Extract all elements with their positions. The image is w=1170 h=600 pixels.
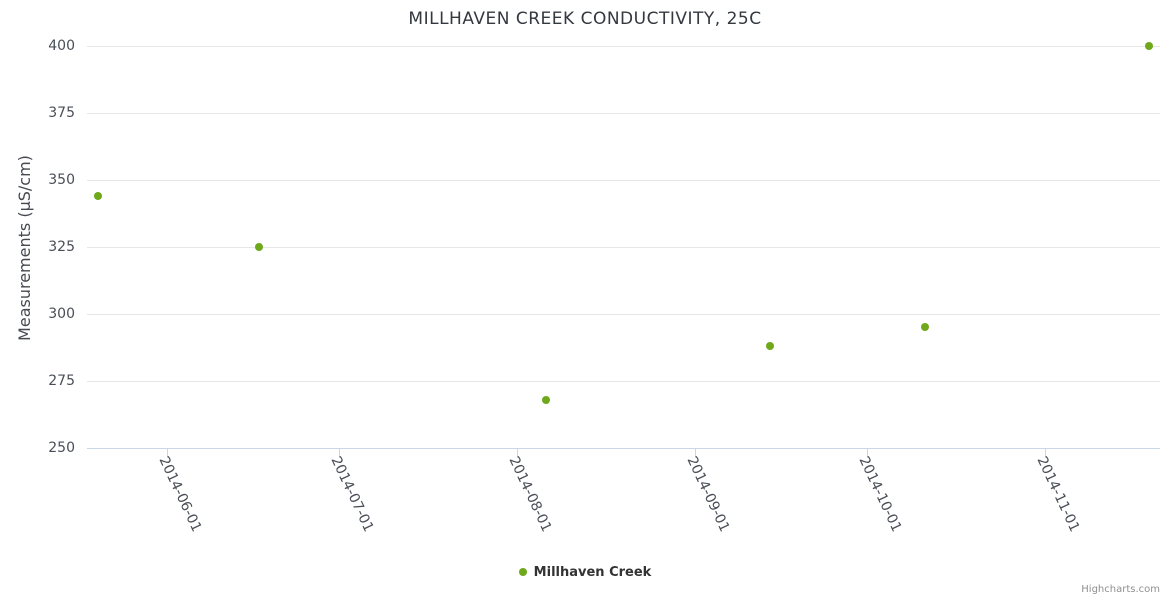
legend-marker-icon [518,568,527,576]
plot-area [87,46,1160,449]
y-axis-label: 300 [48,306,75,322]
x-axis-label: 2014-11-01 [1033,454,1083,535]
data-point[interactable] [255,243,264,251]
gridline [87,46,1160,47]
x-axis-tick [866,448,868,458]
x-axis-label: 2014-08-01 [505,454,555,535]
data-point[interactable] [1144,42,1153,50]
gridline [87,113,1160,114]
x-axis-label: 2014-06-01 [155,454,205,535]
y-axis-label: 400 [48,38,75,54]
x-axis-tick [516,448,518,458]
x-axis-tick [338,448,340,458]
x-axis-label: 2014-07-01 [327,454,377,535]
y-axis-label: 375 [48,105,75,121]
y-axis-label: 350 [48,172,75,188]
y-axis-label: 275 [48,373,75,389]
gridline [87,314,1160,315]
data-point[interactable] [765,342,774,351]
legend-item[interactable]: Millhaven Creek [0,563,1170,581]
data-point[interactable] [920,323,929,332]
gridline [87,180,1160,181]
x-axis-tick [694,448,696,458]
legend-label: Millhaven Creek [533,564,652,580]
y-axis-label: 325 [48,239,75,255]
x-axis-tick [1044,448,1046,458]
x-axis-tick [166,448,168,458]
data-point[interactable] [94,192,103,201]
credits-link[interactable]: Highcharts.com [1081,584,1160,595]
y-axis-label: 250 [48,440,75,456]
chart-title: MILLHAVEN CREEK CONDUCTIVITY, 25C [408,9,762,29]
x-axis-label: 2014-10-01 [855,454,905,535]
x-axis-label: 2014-09-01 [683,454,733,535]
gridline [87,381,1160,382]
gridline [87,247,1160,248]
data-point[interactable] [542,395,551,404]
